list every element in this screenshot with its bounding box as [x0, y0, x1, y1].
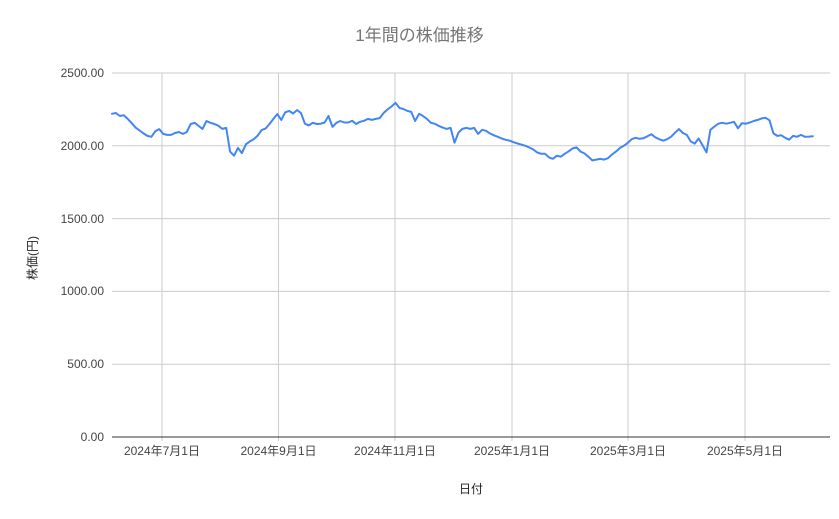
x-tick-label: 2025年1月1日 [473, 444, 550, 458]
y-tick-label: 2000.00 [60, 138, 104, 153]
x-tick-label: 2025年5月1日 [706, 444, 783, 458]
y-tick-label: 1500.00 [60, 211, 104, 226]
y-tick-label: 1000.00 [60, 284, 104, 299]
y-tick-label: 500.00 [67, 357, 104, 372]
x-tick-label: 2025年3月1日 [589, 444, 667, 458]
y-tick-label: 2500.00 [60, 66, 104, 80]
x-axis-title: 日付 [458, 482, 483, 496]
price-line-series[interactable] [111, 101, 814, 162]
y-axis-title: 株価(円) [25, 236, 40, 280]
y-tick-label: 0.00 [80, 430, 104, 444]
x-tick-label: 2024年11月1日 [354, 444, 436, 458]
chart-title: 1年間の株価推移 [355, 26, 484, 45]
x-tick-label: 2024年7月1日 [123, 444, 200, 458]
x-tick-label: 2024年9月1日 [240, 444, 317, 458]
